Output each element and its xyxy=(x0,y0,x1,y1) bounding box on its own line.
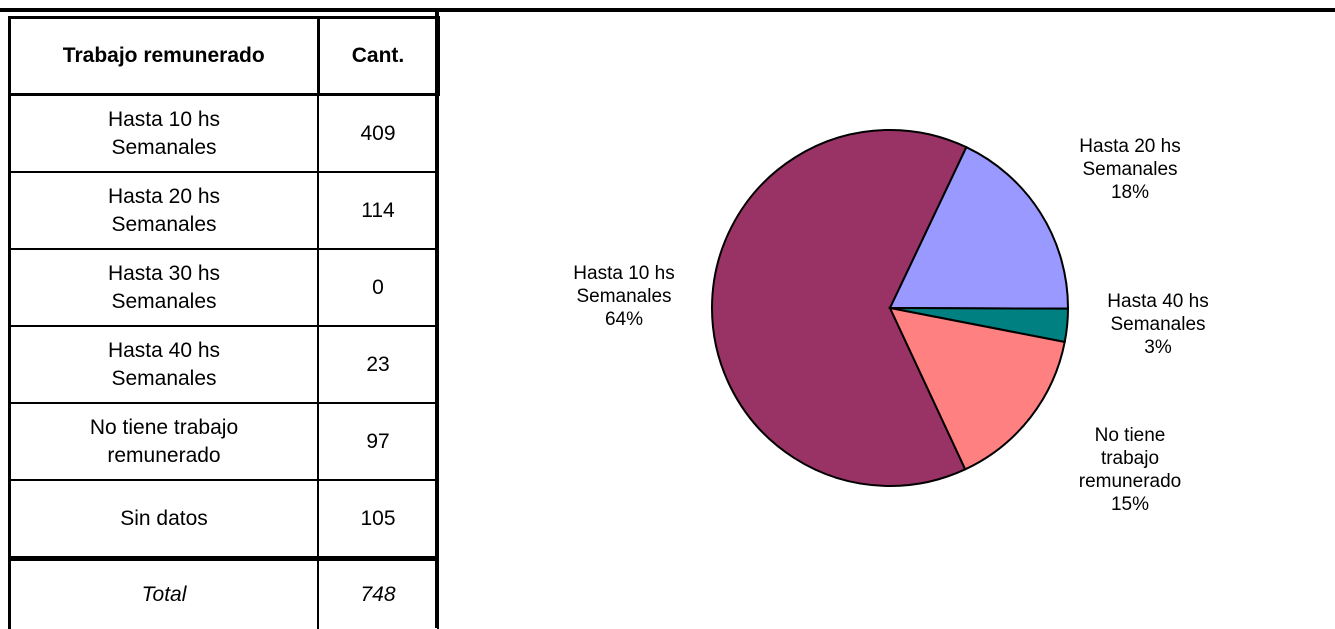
slice-value: 15% xyxy=(1030,493,1230,516)
slice-value: 18% xyxy=(1030,181,1230,204)
slice-name: Hasta 10 hs Semanales xyxy=(524,262,724,308)
slice-name: Hasta 40 hs Semanales xyxy=(1058,290,1258,336)
slice-value: 64% xyxy=(524,308,724,331)
slice-value: 3% xyxy=(1058,336,1258,359)
slice-name: Hasta 20 hs Semanales xyxy=(1030,135,1230,181)
slice-name: No tiene trabajo remunerado xyxy=(1030,424,1230,493)
